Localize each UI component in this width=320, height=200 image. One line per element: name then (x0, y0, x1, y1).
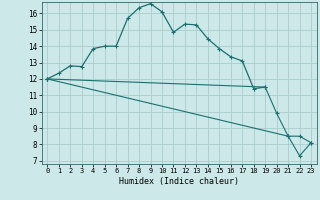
X-axis label: Humidex (Indice chaleur): Humidex (Indice chaleur) (119, 177, 239, 186)
